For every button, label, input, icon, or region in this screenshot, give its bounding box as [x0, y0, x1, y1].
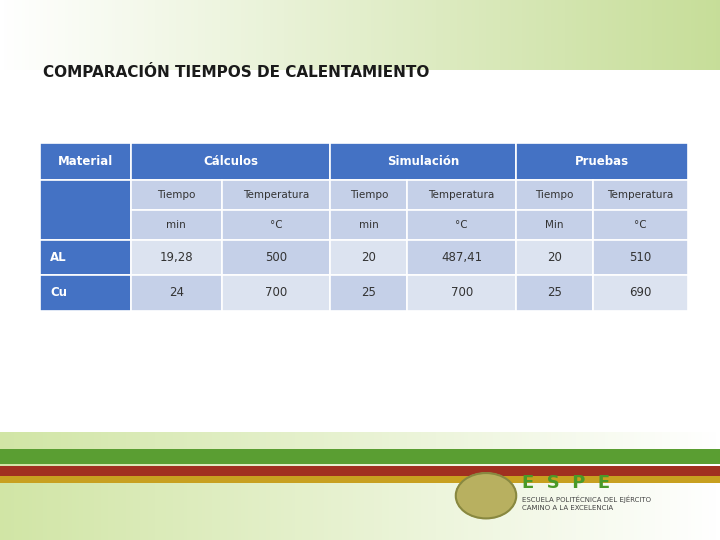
Text: Temperatura: Temperatura	[243, 190, 309, 200]
Text: °C: °C	[634, 220, 647, 230]
Text: Pruebas: Pruebas	[575, 155, 629, 168]
Text: 25: 25	[547, 286, 562, 299]
Text: Temperatura: Temperatura	[428, 190, 495, 200]
Text: Tiempo: Tiempo	[350, 190, 388, 200]
Text: Simulación: Simulación	[387, 155, 459, 168]
Text: 487,41: 487,41	[441, 251, 482, 264]
Text: Tiempo: Tiempo	[535, 190, 574, 200]
Text: Cálculos: Cálculos	[203, 155, 258, 168]
Text: 500: 500	[265, 251, 287, 264]
Text: Tiempo: Tiempo	[157, 190, 195, 200]
Text: 19,28: 19,28	[159, 251, 193, 264]
Text: CAMINO A LA EXCELENCIA: CAMINO A LA EXCELENCIA	[522, 504, 613, 511]
Text: Temperatura: Temperatura	[607, 190, 673, 200]
Text: 20: 20	[547, 251, 562, 264]
Text: COMPARACIÓN TIEMPOS DE CALENTAMIENTO: COMPARACIÓN TIEMPOS DE CALENTAMIENTO	[43, 65, 430, 80]
Text: 25: 25	[361, 286, 377, 299]
Text: Material: Material	[58, 155, 113, 168]
Text: °C: °C	[455, 220, 468, 230]
Text: 24: 24	[168, 286, 184, 299]
Text: °C: °C	[270, 220, 282, 230]
Text: 700: 700	[451, 286, 473, 299]
Text: E  S  P  E: E S P E	[522, 474, 610, 492]
Text: Min: Min	[545, 220, 564, 230]
Text: ESCUELA POLITÉCNICA DEL EJÉRCITO: ESCUELA POLITÉCNICA DEL EJÉRCITO	[522, 496, 651, 503]
Text: min: min	[166, 220, 186, 230]
Text: min: min	[359, 220, 379, 230]
Text: 690: 690	[629, 286, 652, 299]
Text: 20: 20	[361, 251, 377, 264]
Text: Cu: Cu	[50, 286, 68, 299]
Text: 700: 700	[265, 286, 287, 299]
Text: AL: AL	[50, 251, 67, 264]
Text: 510: 510	[629, 251, 652, 264]
